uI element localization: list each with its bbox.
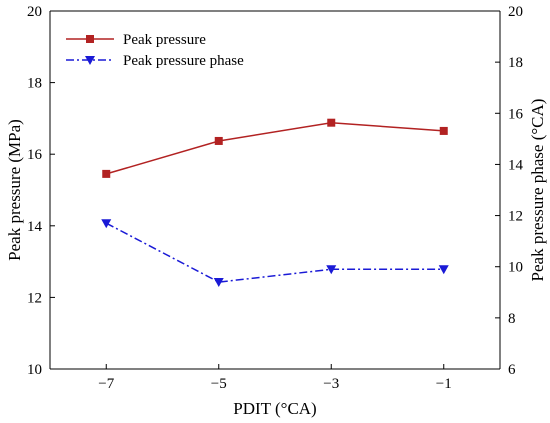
data-point-peak-pressure xyxy=(327,118,336,127)
x-tick-label: −3 xyxy=(323,376,339,392)
x-tick-label: −1 xyxy=(436,376,452,392)
right-y-tick-label: 16 xyxy=(508,106,524,122)
legend-label-peak-pressure-phase: Peak pressure phase xyxy=(123,53,244,69)
left-y-axis-title: Peak pressure (MPa) xyxy=(5,119,24,261)
data-point-peak-pressure xyxy=(102,169,111,178)
legend: Peak pressure Peak pressure phase xyxy=(66,32,244,69)
data-point-peak-pressure xyxy=(439,126,448,135)
left-y-tick-label: 12 xyxy=(27,290,42,306)
series-line-peak-pressure xyxy=(106,121,444,175)
right-y-tick-label: 18 xyxy=(508,55,523,71)
left-y-tick-label: 14 xyxy=(27,219,43,235)
data-point-peak-pressure-phase xyxy=(213,278,224,288)
series-line-peak-pressure-phase xyxy=(105,222,444,283)
data-point-peak-pressure-phase xyxy=(326,265,337,275)
legend-marker-peak-pressure-phase xyxy=(85,56,95,65)
axes xyxy=(49,10,501,370)
right-y-tick-label: 12 xyxy=(508,209,523,225)
right-y-tick-label: 8 xyxy=(508,311,516,327)
right-y-tick-label: 6 xyxy=(508,362,516,378)
legend-marker-peak-pressure xyxy=(86,35,94,43)
right-y-tick-label: 20 xyxy=(508,4,523,20)
left-y-tick-label: 18 xyxy=(27,76,42,92)
legend-label-peak-pressure: Peak pressure xyxy=(123,32,206,48)
data-point-peak-pressure-phase xyxy=(438,265,449,275)
left-y-tick-label: 10 xyxy=(27,362,42,378)
x-axis-title: PDIT (°CA) xyxy=(233,399,316,418)
left-y-tick-label: 20 xyxy=(27,4,42,20)
data-point-peak-pressure-phase xyxy=(101,219,112,229)
data-point-peak-pressure xyxy=(214,136,223,145)
right-y-tick-label: 10 xyxy=(508,260,523,276)
right-y-tick-label: 14 xyxy=(508,157,524,173)
right-y-axis-title: Peak pressure phase (°CA) xyxy=(528,99,547,282)
x-tick-label: −7 xyxy=(98,376,114,392)
left-y-tick-label: 16 xyxy=(27,147,43,163)
x-tick-label: −5 xyxy=(211,376,227,392)
